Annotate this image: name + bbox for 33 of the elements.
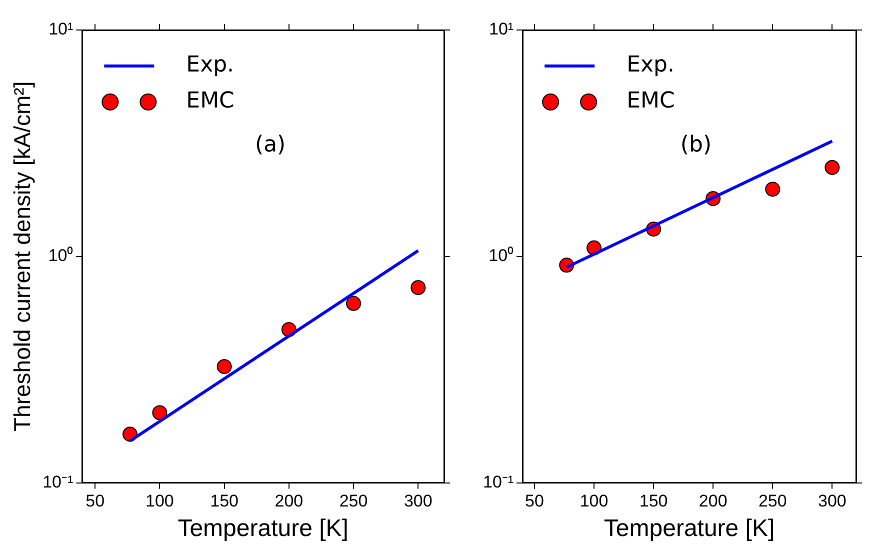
x-tick-label: 50 [86,492,105,511]
y-tick-label: 10⁰ [488,246,514,266]
x-axis-title: Temperature [K] [178,515,348,542]
legend-label: Exp. [626,52,674,78]
legend-label: EMC [186,88,234,114]
x-tick-label: 300 [404,492,432,511]
y-axis-title: Threshold current density [kA/cm²] [9,81,36,432]
annotation: (a) [254,132,286,158]
x-tick-label: 250 [339,492,368,511]
x-tick-label: 200 [274,492,304,511]
point [410,280,426,296]
x-tick-label: 150 [639,492,668,511]
legend-label: Exp. [186,52,234,78]
x-tick-label: 150 [210,492,239,511]
point [824,160,840,175]
x-tick-label: 300 [818,492,846,511]
x-tick-label: 100 [580,492,608,511]
y-tick-label: 10⁻¹ [42,472,74,492]
y-tick-label: 10⁻¹ [482,472,514,492]
point [346,296,362,311]
y-tick-label: 10⁰ [48,246,74,266]
point [152,405,168,420]
x-tick-label: 200 [698,492,728,511]
y-tick-label: 10¹ [48,20,74,39]
y-tick-label: 10¹ [488,20,514,39]
x-tick-label: 250 [758,492,787,511]
annotation: (b) [680,132,712,158]
point [216,359,232,374]
legend-label: EMC [626,88,675,114]
point [765,182,780,197]
x-tick-label: 50 [525,492,544,511]
x-tick-label: 100 [146,492,174,511]
x-axis-title: Temperature [K] [604,515,775,542]
